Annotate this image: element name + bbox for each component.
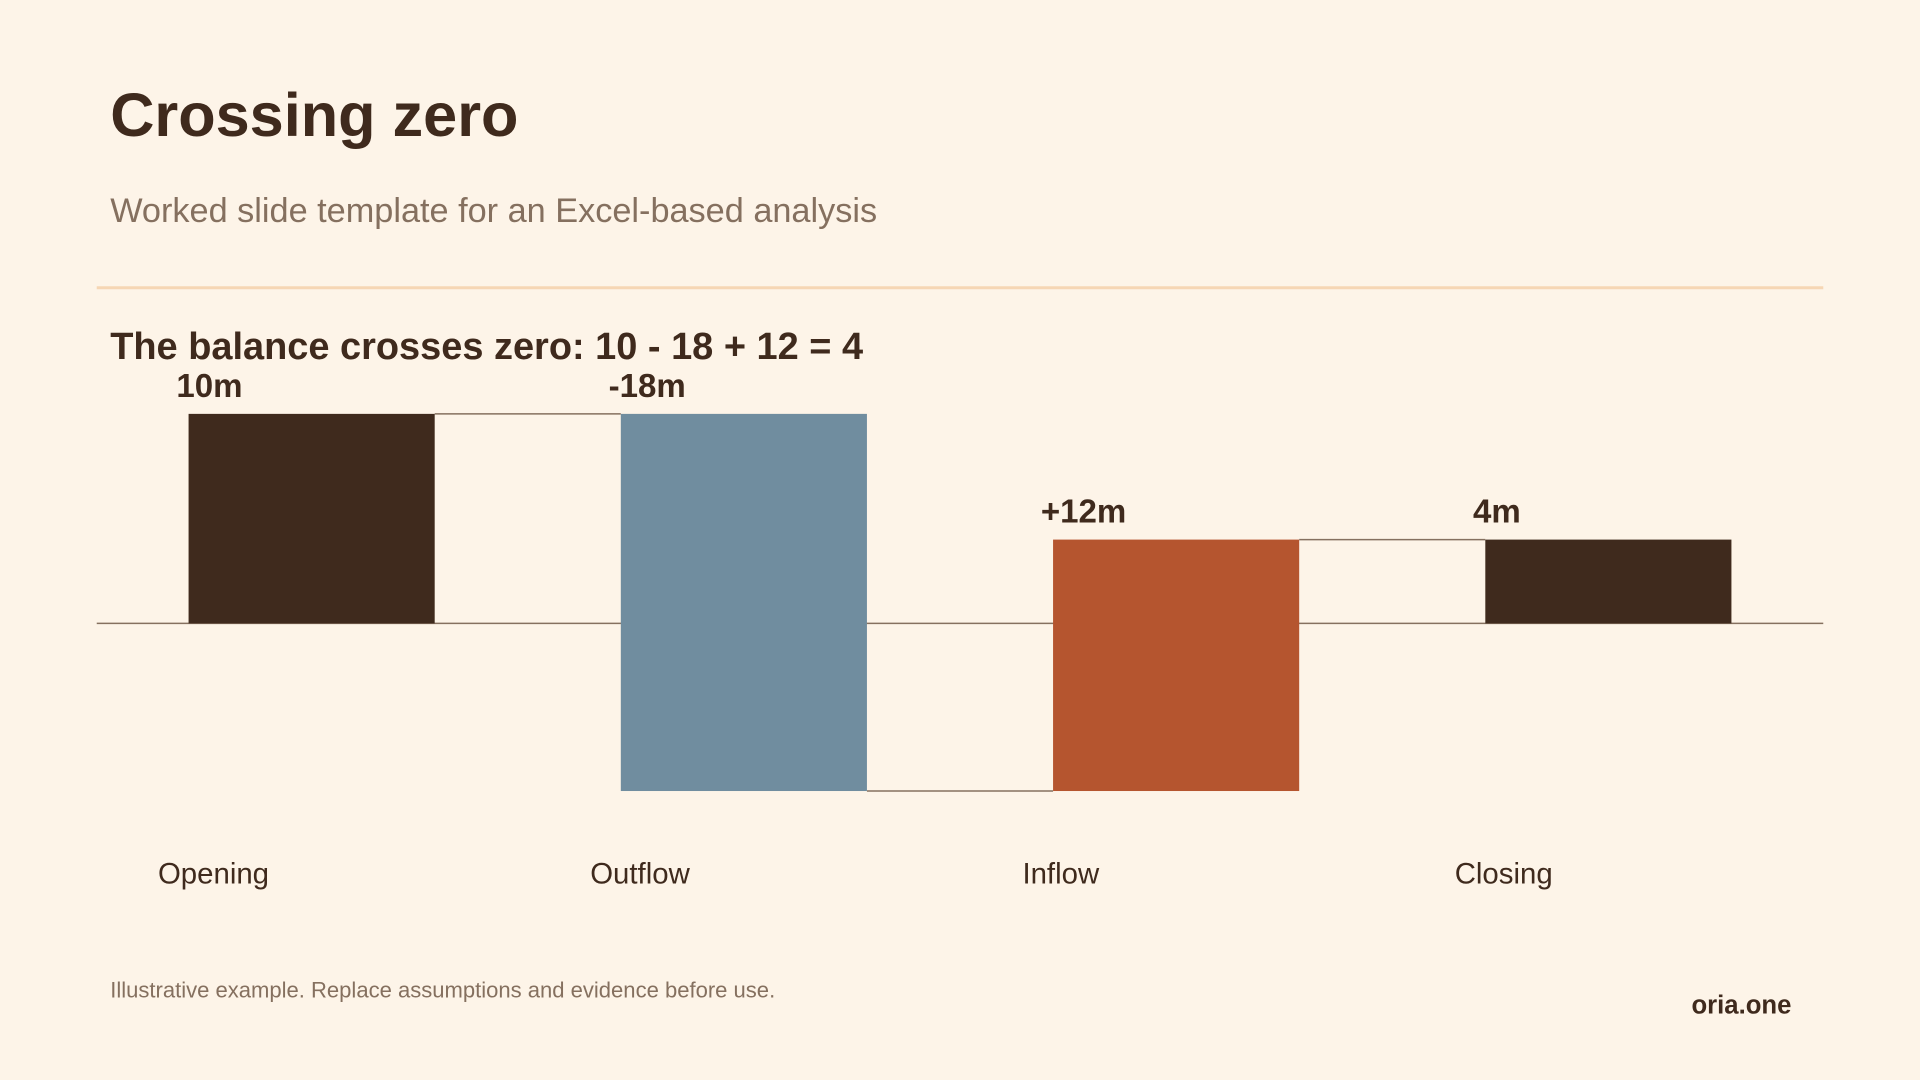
bar <box>1053 539 1300 792</box>
category-label: Inflow <box>1022 857 1100 890</box>
subtitle: Worked slide template for an Excel-based… <box>110 192 877 230</box>
value-label: 4m <box>1473 494 1521 531</box>
value-label: -18m <box>609 368 686 405</box>
page-title: Crossing zero <box>110 81 518 149</box>
value-label: +12m <box>1041 494 1126 531</box>
brand: oria.one <box>1691 991 1791 1019</box>
bar <box>620 413 867 792</box>
footnote: Illustrative example. Replace assumption… <box>110 978 775 1003</box>
value-label: 10m <box>176 368 242 405</box>
bar <box>1485 539 1732 624</box>
category-label: Opening <box>158 857 269 890</box>
category-label: Outflow <box>590 857 690 890</box>
chart-title: The balance crosses zero: 10 - 18 + 12 =… <box>110 326 863 368</box>
category-label: Closing <box>1455 857 1553 890</box>
bar <box>188 413 435 624</box>
